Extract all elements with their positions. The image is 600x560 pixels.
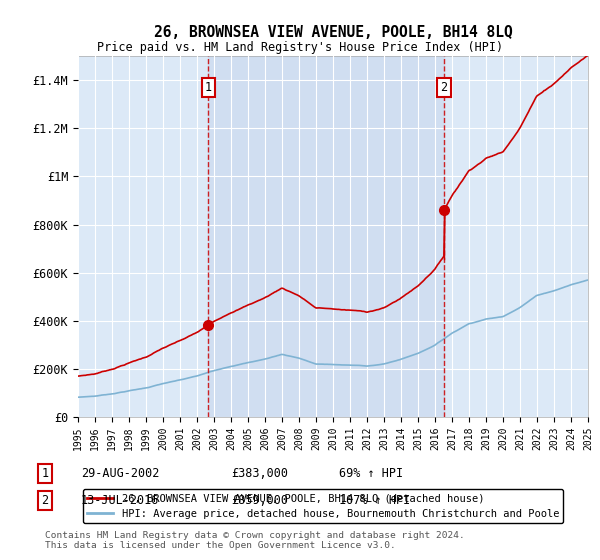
Text: Price paid vs. HM Land Registry's House Price Index (HPI): Price paid vs. HM Land Registry's House … [97, 41, 503, 54]
Text: 13-JUL-2016: 13-JUL-2016 [81, 493, 160, 507]
Text: 2: 2 [41, 493, 49, 507]
Text: 1: 1 [205, 81, 212, 94]
Legend: 26, BROWNSEA VIEW AVENUE, POOLE, BH14 8LQ (detached house), HPI: Average price, : 26, BROWNSEA VIEW AVENUE, POOLE, BH14 8L… [83, 489, 563, 523]
Text: 2: 2 [440, 81, 448, 94]
Text: £383,000: £383,000 [231, 466, 288, 480]
Text: 29-AUG-2002: 29-AUG-2002 [81, 466, 160, 480]
Text: 69% ↑ HPI: 69% ↑ HPI [339, 466, 403, 480]
Text: £859,000: £859,000 [231, 493, 288, 507]
Text: 1: 1 [41, 466, 49, 480]
Text: 107% ↑ HPI: 107% ↑ HPI [339, 493, 410, 507]
Text: Contains HM Land Registry data © Crown copyright and database right 2024.
This d: Contains HM Land Registry data © Crown c… [45, 530, 465, 550]
Bar [208, 56, 444, 417]
Title: 26, BROWNSEA VIEW AVENUE, POOLE, BH14 8LQ: 26, BROWNSEA VIEW AVENUE, POOLE, BH14 8L… [154, 25, 512, 40]
